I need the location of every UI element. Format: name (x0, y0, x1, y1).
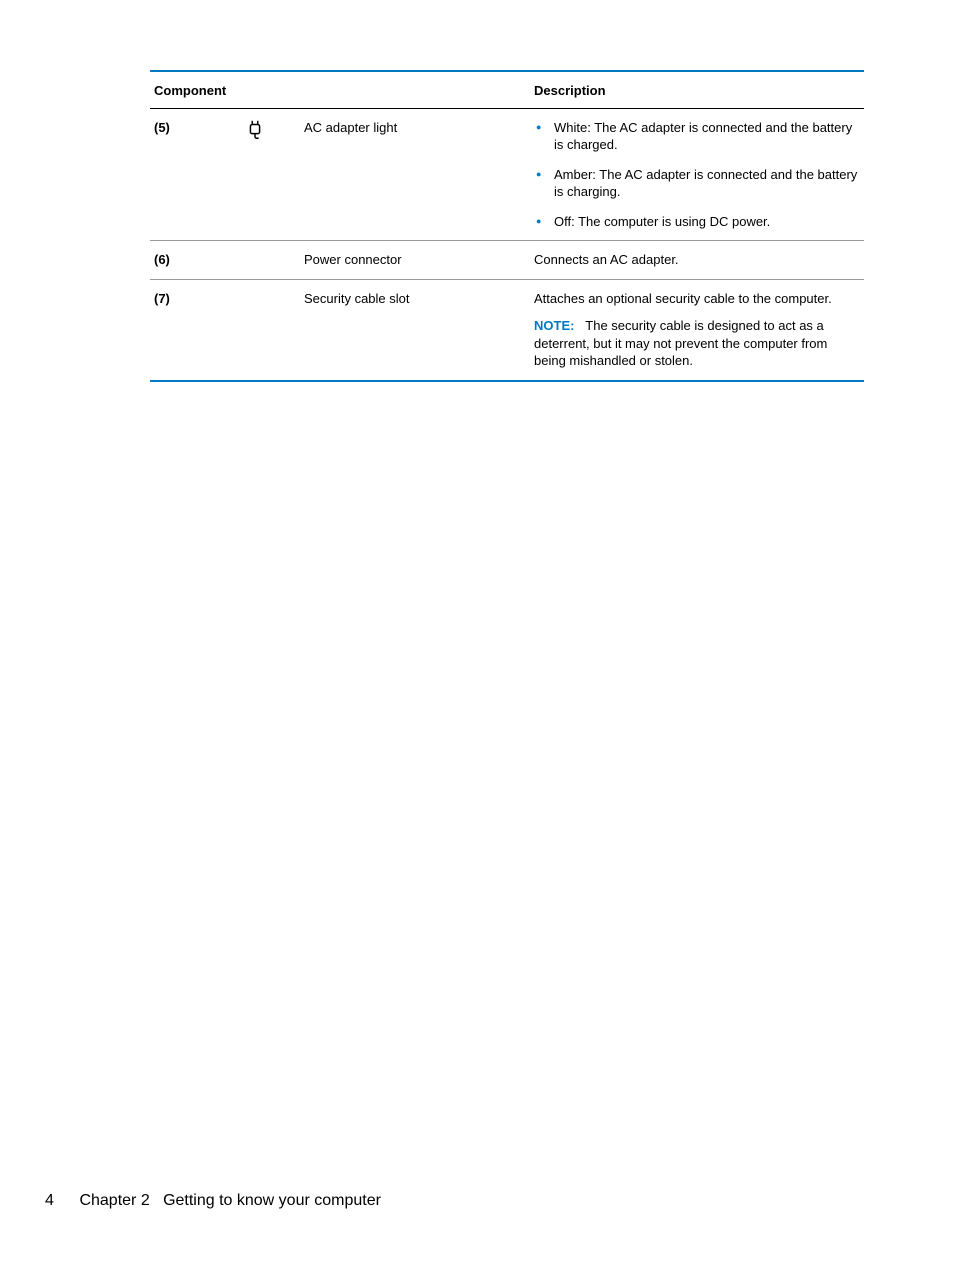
table-row: (7) Security cable slot Attaches an opti… (150, 279, 864, 381)
list-item: White: The AC adapter is connected and t… (554, 119, 860, 154)
chapter-label: Chapter 2 (79, 1192, 149, 1209)
description-list: White: The AC adapter is connected and t… (534, 119, 860, 231)
component-table: Component Description (5) (150, 70, 864, 382)
row-description: Attaches an optional security cable to t… (530, 279, 864, 381)
row-number: (6) (150, 241, 240, 280)
row-description: Connects an AC adapter. (530, 241, 864, 280)
row-name: AC adapter light (300, 108, 530, 241)
chapter-title: Getting to know your computer (163, 1192, 381, 1209)
header-description: Description (530, 71, 864, 108)
content-area: Component Description (5) (150, 70, 864, 382)
description-text: Attaches an optional security cable to t… (534, 290, 860, 308)
row-name: Security cable slot (300, 279, 530, 381)
page-footer: 4 Chapter 2 Getting to know your compute… (45, 1192, 381, 1210)
ac-adapter-icon (244, 119, 266, 141)
table-row: (6) Power connector Connects an AC adapt… (150, 241, 864, 280)
table-row: (5) AC adapter light (150, 108, 864, 241)
row-number: (5) (150, 108, 240, 241)
page: Component Description (5) (0, 0, 954, 1270)
table-header-row: Component Description (150, 71, 864, 108)
description-text: Connects an AC adapter. (534, 251, 860, 269)
list-item: Amber: The AC adapter is connected and t… (554, 166, 860, 201)
header-component: Component (150, 71, 530, 108)
row-name: Power connector (300, 241, 530, 280)
row-icon-cell (240, 279, 300, 381)
description-note: NOTE: The security cable is designed to … (534, 317, 860, 370)
row-icon-cell (240, 108, 300, 241)
list-item: Off: The computer is using DC power. (554, 213, 860, 231)
row-number: (7) (150, 279, 240, 381)
note-text: The security cable is designed to act as… (534, 318, 827, 368)
note-label: NOTE: (534, 318, 574, 333)
row-description: White: The AC adapter is connected and t… (530, 108, 864, 241)
row-icon-cell (240, 241, 300, 280)
page-number: 4 (45, 1192, 75, 1210)
